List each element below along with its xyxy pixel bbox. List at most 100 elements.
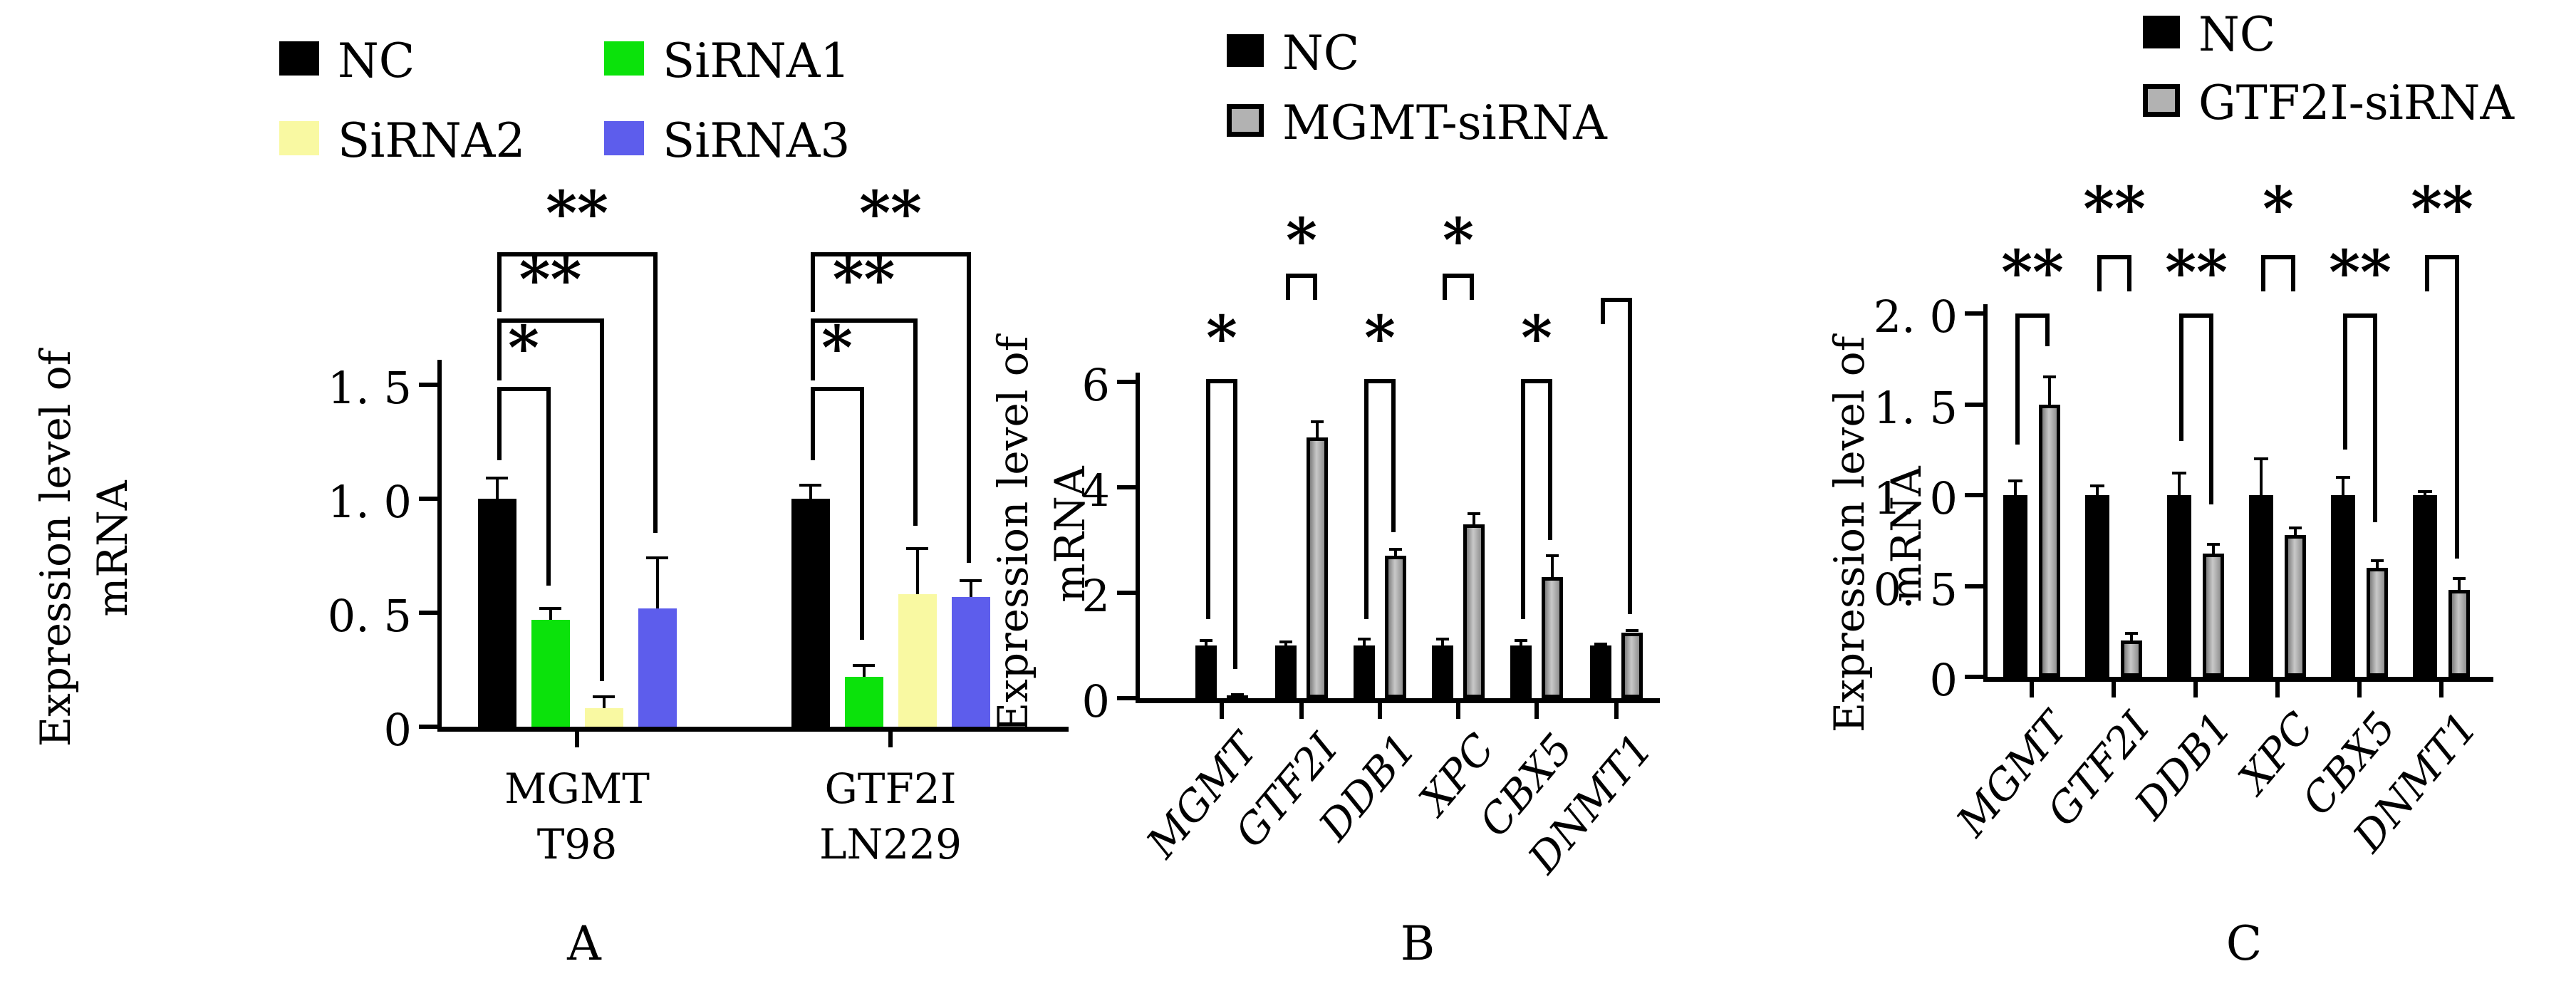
sig-bracket-leg <box>1548 379 1552 540</box>
error-bar-stem <box>1394 549 1397 556</box>
significance-star: ** <box>2329 237 2391 308</box>
sig-bracket-leg <box>1391 379 1396 532</box>
bar-B-MGMT-mgmt-sirna <box>1227 695 1248 703</box>
error-bar-cap <box>2336 475 2350 479</box>
sig-bracket-bar <box>810 252 971 257</box>
y-tick-C <box>1965 402 1988 407</box>
y-tick-A <box>419 383 442 387</box>
error-bar-cap <box>645 556 669 560</box>
significance-star: ** <box>546 177 608 249</box>
error-bar-stem <box>2260 459 2263 495</box>
x-tick-C <box>2439 682 2443 697</box>
error-bar-cap <box>1546 554 1559 558</box>
error-bar-cap <box>539 606 562 610</box>
significance-star: * <box>2263 173 2294 244</box>
bar-C-XPC-nc <box>2249 495 2273 677</box>
error-bar-cap <box>2207 542 2220 546</box>
panel-letter-B: B <box>1400 916 1435 971</box>
error-bar-stem <box>2424 491 2426 495</box>
error-bar-cap <box>1279 640 1292 643</box>
x-tick-C <box>2275 682 2280 697</box>
bar-A-GTF2I-sirna3 <box>951 596 990 727</box>
significance-star: ** <box>2083 173 2146 244</box>
error-bar-stem <box>1441 639 1444 645</box>
error-bar-cap <box>1231 692 1244 696</box>
sig-bracket-leg <box>2045 313 2050 346</box>
bar-A-MGMT-sirna1 <box>531 619 570 727</box>
sig-bracket-bar <box>497 318 604 323</box>
x-tick-C <box>2112 682 2116 697</box>
legend-swatch-sirna3 <box>604 121 644 155</box>
error-bar-stem <box>2130 633 2133 640</box>
error-bar-cap <box>1594 642 1607 645</box>
sig-bracket-bar <box>1206 379 1237 384</box>
x-label-MGMT: MGMT <box>1947 702 2078 846</box>
error-bar-cap <box>1436 638 1449 641</box>
bar-C-DDB1-gtf2i-sirna <box>2203 553 2224 677</box>
y-axis-title-C: Expression level of mRNA <box>1825 336 1931 733</box>
x-tick-C <box>2193 682 2198 697</box>
error-bar-cap <box>852 663 876 667</box>
sig-bracket-leg <box>966 252 971 563</box>
error-bar-cap <box>2418 489 2432 493</box>
sig-bracket-leg <box>859 387 864 640</box>
bar-C-GTF2I-gtf2i-sirna <box>2121 640 2142 677</box>
sig-bracket-leg <box>1443 274 1447 301</box>
error-bar-cap <box>1311 420 1324 423</box>
legend-swatch-nc <box>279 41 319 76</box>
error-bar-cap <box>905 547 929 551</box>
y-tick-A <box>419 611 442 615</box>
sig-bracket-leg <box>2127 255 2131 292</box>
y-tick-label-B: 2 <box>1081 570 1110 622</box>
bar-B-MGMT-nc <box>1195 645 1217 698</box>
y-axis-A <box>437 360 442 732</box>
sig-bracket-leg <box>2261 255 2265 292</box>
bar-C-DNMT1-nc <box>2413 495 2437 677</box>
sig-bracket-bar <box>2097 255 2131 260</box>
bar-B-CBX5-nc <box>1510 645 1532 698</box>
legend-swatch-nc <box>1227 34 1264 67</box>
error-bar-cap <box>2125 631 2138 635</box>
sig-bracket-bar <box>1601 297 1632 302</box>
significance-star: ** <box>832 244 895 315</box>
sig-bracket-leg <box>1364 379 1368 619</box>
bar-C-CBX5-gtf2i-sirna <box>2367 568 2388 677</box>
y-tick-B <box>1117 380 1140 384</box>
x-tick-B <box>1220 703 1224 719</box>
error-bar-cap <box>2453 577 2466 581</box>
bar-A-MGMT-sirna3 <box>638 608 677 727</box>
legend-swatch-sirna1 <box>604 41 644 76</box>
sig-bracket-bar <box>2179 313 2213 318</box>
error-bar-stem <box>915 549 919 595</box>
legend-label-sirna2: SiRNA2 <box>338 113 526 168</box>
bar-C-GTF2I-nc <box>2085 495 2109 677</box>
y-axis-B <box>1136 373 1140 703</box>
bar-B-DDB1-nc <box>1354 645 1375 698</box>
sig-bracket-leg <box>497 387 502 460</box>
sig-bracket-leg <box>1470 274 1474 301</box>
sig-bracket-leg <box>1601 297 1605 324</box>
sig-bracket-leg <box>1313 274 1317 301</box>
error-bar-cap <box>2008 479 2022 482</box>
error-bar-stem <box>969 581 972 597</box>
bar-B-DNMT1-mgmt-sirna <box>1621 632 1643 698</box>
error-bar-cap <box>2090 484 2104 488</box>
panel-letter-C: C <box>2226 916 2263 971</box>
y-tick-A <box>419 725 442 729</box>
error-bar-stem <box>2178 473 2181 495</box>
error-bar-stem <box>2212 544 2215 554</box>
sig-bracket-leg <box>2455 255 2459 559</box>
legend-swatch-gtf2i-sirna <box>2143 84 2180 117</box>
error-bar-stem <box>549 608 552 620</box>
error-bar-cap <box>2371 559 2384 562</box>
x-tick-B <box>1614 703 1619 719</box>
bar-A-GTF2I-sirna1 <box>844 676 883 727</box>
significance-star: * <box>821 312 853 383</box>
sig-bracket-leg <box>2097 255 2102 292</box>
significance-star: * <box>1286 204 1317 275</box>
legend-swatch-sirna2 <box>279 121 319 155</box>
x-axis-C <box>1983 677 2493 682</box>
error-bar-cap <box>1200 638 1212 642</box>
bar-B-XPC-nc <box>1432 645 1453 698</box>
